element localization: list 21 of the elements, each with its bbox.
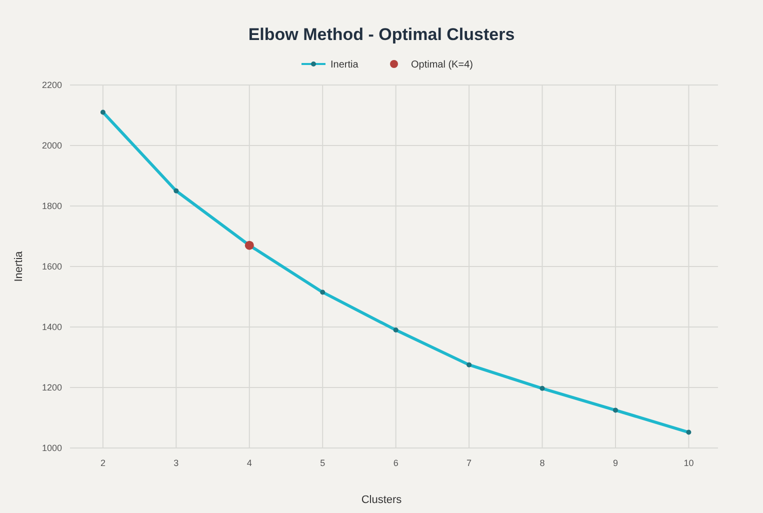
x-tick-label: 4 [246, 458, 252, 468]
x-tick-label: 9 [612, 458, 618, 468]
x-tick-label: 8 [540, 458, 545, 468]
legend-label: Optimal (K=4) [411, 60, 473, 70]
x-tick-label: 6 [393, 458, 398, 468]
y-tick-label: 1400 [42, 322, 62, 332]
y-tick-label: 1200 [42, 382, 62, 393]
x-tick-label: 5 [320, 458, 326, 468]
legend-label: Inertia [330, 60, 359, 70]
y-axis-title: Inertia [13, 250, 25, 282]
chart-title: Elbow Method - Optimal Clusters [248, 25, 515, 44]
x-axis-title: Clusters [361, 494, 402, 506]
y-tick-label: 1800 [42, 201, 62, 212]
y-tick-label: 1600 [42, 262, 62, 272]
y-tick-label: 1000 [42, 443, 62, 454]
x-tick-label: 7 [466, 458, 472, 468]
x-tick-label: 3 [174, 458, 179, 468]
x-tick-label: 10 [684, 458, 694, 468]
y-tick-label: 2000 [42, 140, 62, 151]
x-tick-label: 2 [100, 458, 106, 468]
y-tick-label: 2200 [42, 80, 62, 90]
